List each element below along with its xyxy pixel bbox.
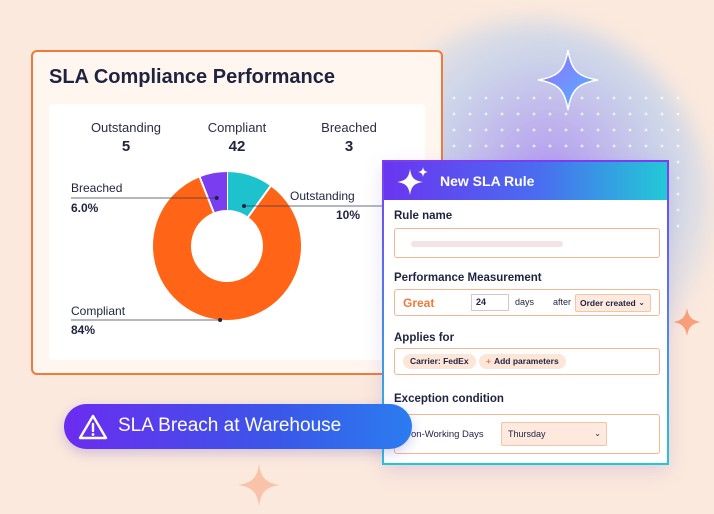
- chart-label-compliant: Compliant: [71, 304, 126, 318]
- exception-label: Exception condition: [394, 393, 504, 405]
- chart-label-outstanding: Outstanding: [290, 189, 355, 203]
- donut-chart: [71, 172, 409, 322]
- rule-name-label: Rule name: [394, 210, 453, 222]
- stat-value: 3: [344, 138, 354, 155]
- chevron-down-icon: ⌄: [594, 429, 601, 438]
- slice-separator: [198, 176, 215, 213]
- stat-breached: Breached 3: [294, 120, 404, 155]
- select-value: Thursday: [508, 429, 546, 439]
- performance-level[interactable]: Great: [403, 296, 435, 310]
- exception-row: on-Working Days Thursday ⌄: [394, 414, 660, 454]
- donut-slice-breached: [199, 172, 228, 213]
- leader-dot: [241, 204, 246, 208]
- after-label: after: [553, 297, 572, 307]
- sparkle-icon: [238, 464, 280, 506]
- after-event-select[interactable]: Order created ⌄: [575, 294, 651, 312]
- input-placeholder: [411, 241, 563, 247]
- chart-label-breached: Breached: [71, 181, 123, 195]
- stat-compliant: Compliant 42: [182, 120, 292, 155]
- stat-value: 42: [228, 138, 246, 155]
- chevron-down-icon: ⌄: [638, 298, 645, 307]
- performance-label: Performance Measurement: [394, 272, 542, 284]
- sparkle-icon: [673, 308, 701, 336]
- days-input[interactable]: 24: [471, 294, 509, 311]
- sla-breach-alert[interactable]: SLA Breach at Warehouse: [64, 404, 412, 449]
- sparkle-icon: [537, 49, 599, 111]
- donut-slice-outstanding: [226, 172, 271, 218]
- add-parameters-label: Add parameters: [493, 356, 559, 366]
- slice-separator: [247, 185, 272, 218]
- alert-text: SLA Breach at Warehouse: [118, 415, 342, 436]
- card-title: SLA Compliance Performance: [49, 66, 336, 88]
- chart-panel: Outstanding 5 Compliant 42 Breached 3 Br…: [49, 104, 425, 360]
- applies-for-label: Applies for: [394, 332, 455, 344]
- sparkles-icon: [397, 167, 428, 195]
- leader-dot: [214, 196, 219, 200]
- select-value: Order created: [580, 298, 636, 308]
- chart-value-outstanding: 10%: [336, 208, 361, 222]
- donut-slice-compliant: [153, 177, 301, 320]
- performance-row: Great 24 days after Order created ⌄: [394, 289, 660, 316]
- add-parameters-button[interactable]: + Add parameters: [479, 354, 566, 369]
- plus-icon: +: [486, 356, 491, 366]
- exception-day-select[interactable]: Thursday ⌄: [501, 422, 607, 446]
- sla-compliance-card: SLA Compliance Performance Outstanding 5…: [31, 50, 443, 375]
- panel-title: New SLA Rule: [440, 173, 535, 189]
- stat-label: Breached: [321, 120, 377, 135]
- days-label: days: [515, 297, 535, 307]
- stat-outstanding: Outstanding 5: [71, 120, 181, 155]
- stat-label: Compliant: [207, 120, 267, 135]
- new-sla-rule-panel: New SLA Rule Rule name Performance Measu…: [382, 160, 669, 465]
- exception-condition-text: on-Working Days: [411, 429, 484, 440]
- rule-name-input[interactable]: [394, 228, 660, 258]
- chart-value-compliant: 84%: [71, 323, 96, 337]
- stat-label: Outstanding: [90, 120, 162, 135]
- warning-triangle-icon: [78, 414, 108, 440]
- applies-for-row: Carrier: FedEx + Add parameters: [394, 348, 660, 375]
- leader-dot: [218, 318, 223, 322]
- panel-header: New SLA Rule: [384, 162, 667, 200]
- stat-value: 5: [121, 138, 131, 155]
- chart-value-breached: 6.0%: [71, 201, 99, 215]
- carrier-chip[interactable]: Carrier: FedEx: [403, 354, 476, 369]
